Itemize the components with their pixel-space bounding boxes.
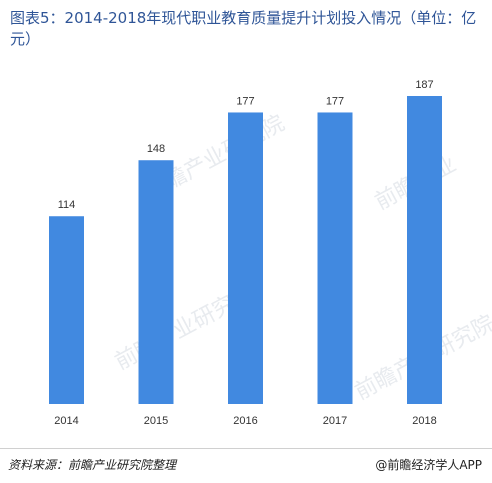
source-note: 资料来源：前瞻产业研究院整理: [8, 458, 177, 472]
value-label-2018: 187: [415, 79, 433, 91]
bar-2015: [138, 160, 174, 404]
bars-group: [49, 96, 442, 405]
x-tick-2017: 2017: [323, 415, 347, 427]
value-label-2017: 177: [326, 95, 344, 107]
x-tick-2015: 2015: [144, 415, 168, 427]
value-label-2015: 148: [147, 143, 165, 155]
value-label-2016: 177: [236, 95, 254, 107]
x-tick-2014: 2014: [54, 415, 78, 427]
x-axis-ticks-group: 2014 2015 2016 2017 2018: [54, 415, 436, 427]
value-label-2014: 114: [58, 199, 76, 211]
bar-2018: [407, 96, 442, 404]
bar-2014: [49, 216, 84, 404]
brand-credit: @前瞻经济学人APP: [375, 458, 482, 472]
chart-title: 图表5：2014-2018年现代职业教育质量提升计划投入情况（单位：亿元）: [10, 9, 477, 48]
x-tick-2018: 2018: [412, 415, 436, 427]
footer-divider: [0, 448, 492, 449]
bar-2017: [317, 112, 353, 405]
value-labels-group: 114 148 177 177 187: [58, 79, 434, 211]
bar-2016: [228, 112, 263, 405]
x-tick-2016: 2016: [233, 415, 257, 427]
